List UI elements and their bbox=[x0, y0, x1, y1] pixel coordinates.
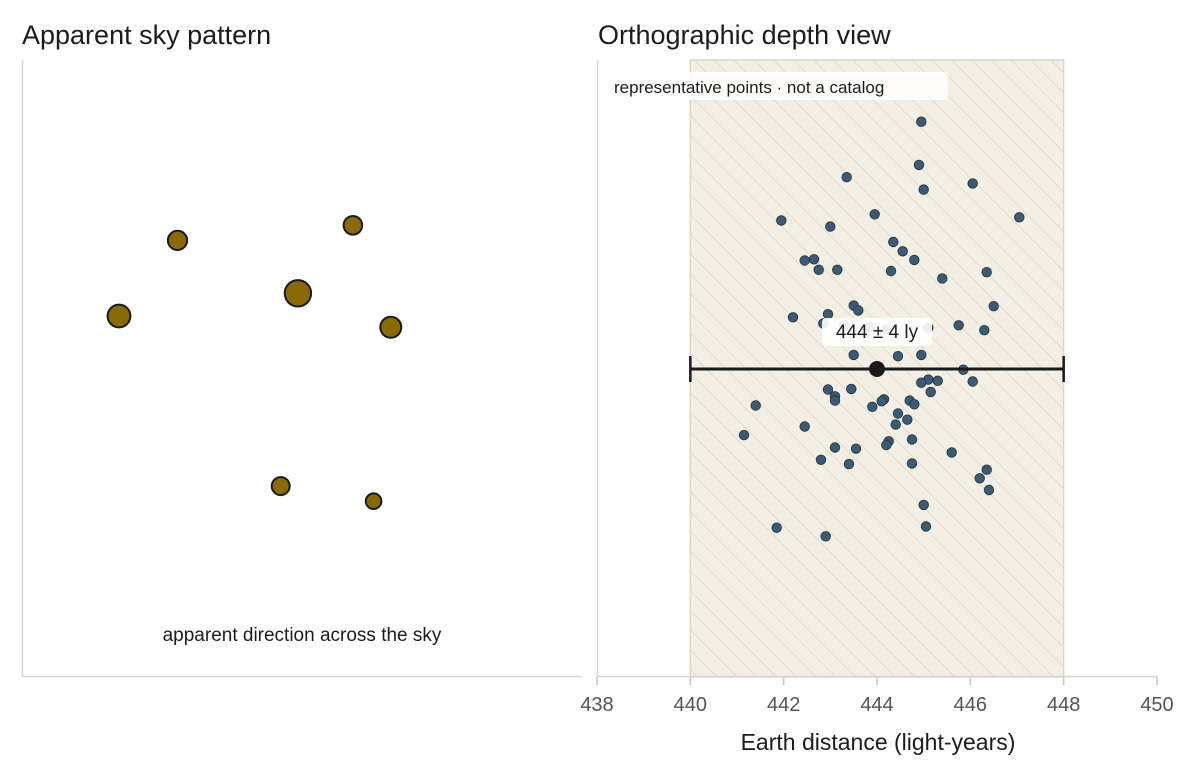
depth-point-38 bbox=[967, 376, 978, 387]
star-5 bbox=[379, 315, 403, 339]
depth-point-17 bbox=[885, 265, 897, 277]
depth-point-61 bbox=[946, 447, 957, 458]
x-tick-label-444: 444 bbox=[860, 694, 893, 716]
depth-point-52 bbox=[902, 414, 913, 425]
depth-point-42 bbox=[925, 386, 936, 398]
star-6 bbox=[270, 476, 291, 497]
depth-point-48 bbox=[909, 399, 920, 410]
representative-note: representative points · not a catalog bbox=[614, 78, 884, 97]
depth-point-16 bbox=[832, 264, 843, 276]
depth-point-67 bbox=[983, 484, 995, 496]
x-tick-label-440: 440 bbox=[674, 694, 707, 716]
x-tick-label-442: 442 bbox=[767, 694, 800, 716]
depth-point-33 bbox=[892, 351, 904, 362]
note-background bbox=[610, 72, 948, 100]
depth-panel-title: Orthographic depth view bbox=[598, 20, 891, 50]
depth-point-7 bbox=[1014, 212, 1025, 223]
depth-point-56 bbox=[906, 434, 918, 445]
depth-point-54 bbox=[799, 421, 810, 432]
depth-point-6 bbox=[869, 209, 880, 220]
depth-point-23 bbox=[787, 312, 799, 323]
depth-point-15 bbox=[813, 264, 824, 276]
x-axis-ticks: 438 440 442 444 446 448 450 bbox=[580, 677, 1174, 716]
depth-point-58 bbox=[881, 439, 892, 451]
depth-point-12 bbox=[799, 255, 810, 266]
depth-point-22 bbox=[988, 301, 999, 312]
sky-caption: apparent direction across the sky bbox=[163, 625, 442, 646]
depth-point-13 bbox=[808, 254, 820, 265]
depth-point-4 bbox=[967, 178, 978, 189]
sky-stars bbox=[106, 215, 403, 511]
depth-point-8 bbox=[776, 215, 787, 226]
depth-point-32 bbox=[848, 349, 859, 361]
depth-point-53 bbox=[890, 419, 901, 430]
depth-point-50 bbox=[750, 400, 761, 411]
depth-point-68 bbox=[918, 499, 929, 511]
x-tick-label-446: 446 bbox=[954, 694, 987, 716]
depth-point-14 bbox=[909, 254, 920, 266]
depth-point-9 bbox=[825, 221, 836, 232]
depth-point-60 bbox=[850, 443, 862, 454]
depth-point-51 bbox=[892, 408, 904, 419]
depth-point-69 bbox=[920, 521, 932, 532]
depth-point-5 bbox=[918, 184, 929, 195]
depth-point-21 bbox=[853, 305, 864, 316]
x-tick-label-448: 448 bbox=[1047, 694, 1080, 716]
depth-point-41 bbox=[846, 383, 857, 395]
depth-point-37 bbox=[932, 375, 943, 387]
depth-point-65 bbox=[981, 464, 992, 475]
depth-point-70 bbox=[771, 522, 782, 533]
depth-point-1 bbox=[916, 116, 927, 127]
depth-point-49 bbox=[867, 401, 878, 413]
depth-point-40 bbox=[822, 384, 834, 395]
depth-point-55 bbox=[738, 429, 750, 441]
depth-point-66 bbox=[974, 473, 985, 484]
depth-point-64 bbox=[906, 458, 918, 469]
depth-point-34 bbox=[916, 349, 927, 361]
estimate-label: 444 ± 4 ly bbox=[836, 322, 919, 343]
star-1 bbox=[166, 229, 189, 251]
star-2 bbox=[342, 215, 364, 236]
star-7 bbox=[364, 492, 383, 511]
depth-point-63 bbox=[843, 458, 855, 470]
depth-point-44 bbox=[829, 395, 841, 406]
depth-point-59 bbox=[829, 442, 841, 453]
distance-estimate: 444 ± 4 ly bbox=[689, 318, 1065, 382]
depth-point-2 bbox=[913, 159, 925, 171]
depth-point-19 bbox=[937, 273, 948, 284]
depth-point-47 bbox=[876, 396, 887, 407]
star-4 bbox=[106, 303, 132, 329]
depth-point-3 bbox=[841, 171, 852, 183]
estimate-marker bbox=[869, 361, 885, 377]
depth-point-62 bbox=[815, 454, 827, 466]
depth-point-39 bbox=[916, 377, 927, 388]
depth-point-30 bbox=[953, 320, 964, 331]
depth-panel: Orthographic depth view 438 440 442 444 446 4… bbox=[580, 20, 1173, 755]
sky-panel: Apparent sky pattern apparent direction … bbox=[21, 20, 582, 678]
depth-point-10 bbox=[888, 236, 899, 248]
depth-point-24 bbox=[822, 309, 834, 320]
depth-point-11 bbox=[897, 246, 908, 257]
depth-point-31 bbox=[979, 325, 990, 336]
estimate-label-background bbox=[822, 318, 932, 346]
depth-point-18 bbox=[981, 267, 992, 278]
depth-point-71 bbox=[820, 531, 831, 542]
sky-panel-title: Apparent sky pattern bbox=[22, 20, 271, 50]
x-axis-label: Earth distance (light-years) bbox=[741, 729, 1016, 755]
x-tick-label-438: 438 bbox=[580, 694, 613, 716]
x-tick-label-450: 450 bbox=[1140, 694, 1173, 716]
star-3 bbox=[283, 279, 313, 308]
